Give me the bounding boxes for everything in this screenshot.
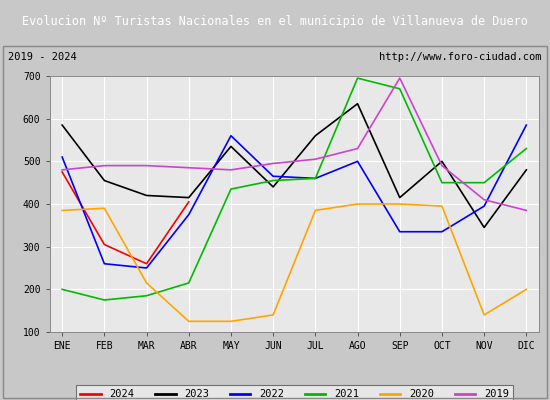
Text: Evolucion Nº Turistas Nacionales en el municipio de Villanueva de Duero: Evolucion Nº Turistas Nacionales en el m… [22, 14, 528, 28]
Text: http://www.foro-ciudad.com: http://www.foro-ciudad.com [379, 52, 542, 62]
Text: 2019 - 2024: 2019 - 2024 [8, 52, 77, 62]
Legend: 2024, 2023, 2022, 2021, 2020, 2019: 2024, 2023, 2022, 2021, 2020, 2019 [75, 385, 513, 400]
